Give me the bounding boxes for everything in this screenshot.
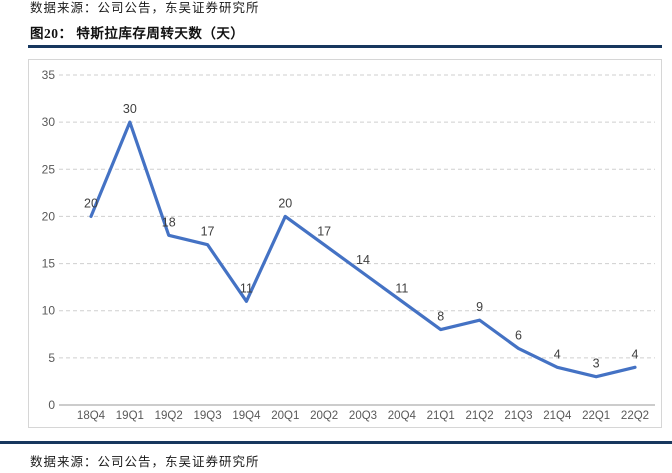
svg-text:20: 20 [42,209,56,223]
svg-text:15: 15 [42,257,56,271]
svg-text:18Q4: 18Q4 [77,410,106,422]
svg-text:21Q1: 21Q1 [427,410,455,422]
svg-text:20Q1: 20Q1 [271,410,299,422]
svg-text:19Q1: 19Q1 [116,410,144,422]
svg-text:3: 3 [593,357,600,371]
tesla-inventory-turnover-line-chart: 0 5 10 15 20 25 30 35 18Q4 19Q1 19Q2 19Q3 19Q4 20Q1 20… [42,68,655,422]
svg-text:21Q3: 21Q3 [504,410,532,422]
svg-text:22Q1: 22Q1 [582,410,610,422]
svg-text:20Q4: 20Q4 [388,410,417,422]
svg-text:0: 0 [48,398,55,412]
svg-text:25: 25 [42,162,56,176]
svg-text:20Q2: 20Q2 [310,410,338,422]
footer-rule [0,441,672,444]
svg-text:30: 30 [123,102,137,116]
svg-text:10: 10 [42,304,56,318]
source-note-bottom: 数据来源：公司公告，东吴证券研究所 [30,455,260,469]
chart-frame: 0 5 10 15 20 25 30 35 18Q4 19Q1 19Q2 19Q3 19Q4 20Q1 20… [28,59,662,428]
svg-text:4: 4 [554,347,561,361]
svg-text:17: 17 [201,225,215,239]
svg-text:19Q2: 19Q2 [155,410,183,422]
svg-text:35: 35 [42,68,56,82]
svg-text:5: 5 [48,351,55,365]
svg-text:20: 20 [278,196,292,210]
svg-text:17: 17 [317,225,331,239]
svg-text:14: 14 [356,253,370,267]
svg-text:20Q3: 20Q3 [349,410,377,422]
svg-text:19Q3: 19Q3 [194,410,222,422]
svg-text:9: 9 [476,300,483,314]
svg-text:18: 18 [162,215,176,229]
svg-text:20: 20 [84,196,98,210]
svg-text:21Q4: 21Q4 [543,410,572,422]
svg-text:8: 8 [437,310,444,324]
svg-text:4: 4 [632,347,639,361]
svg-text:6: 6 [515,328,522,342]
title-rule [28,45,662,48]
svg-text:11: 11 [395,281,408,295]
svg-text:19Q4: 19Q4 [232,410,261,422]
svg-text:22Q2: 22Q2 [621,410,649,422]
figure-title: 图20： 特斯拉库存周转天数（天） [30,26,245,41]
source-note-top: 数据来源：公司公告，东吴证券研究所 [30,1,260,15]
svg-text:30: 30 [42,115,56,129]
svg-text:21Q2: 21Q2 [466,410,494,422]
svg-text:11: 11 [240,281,253,295]
